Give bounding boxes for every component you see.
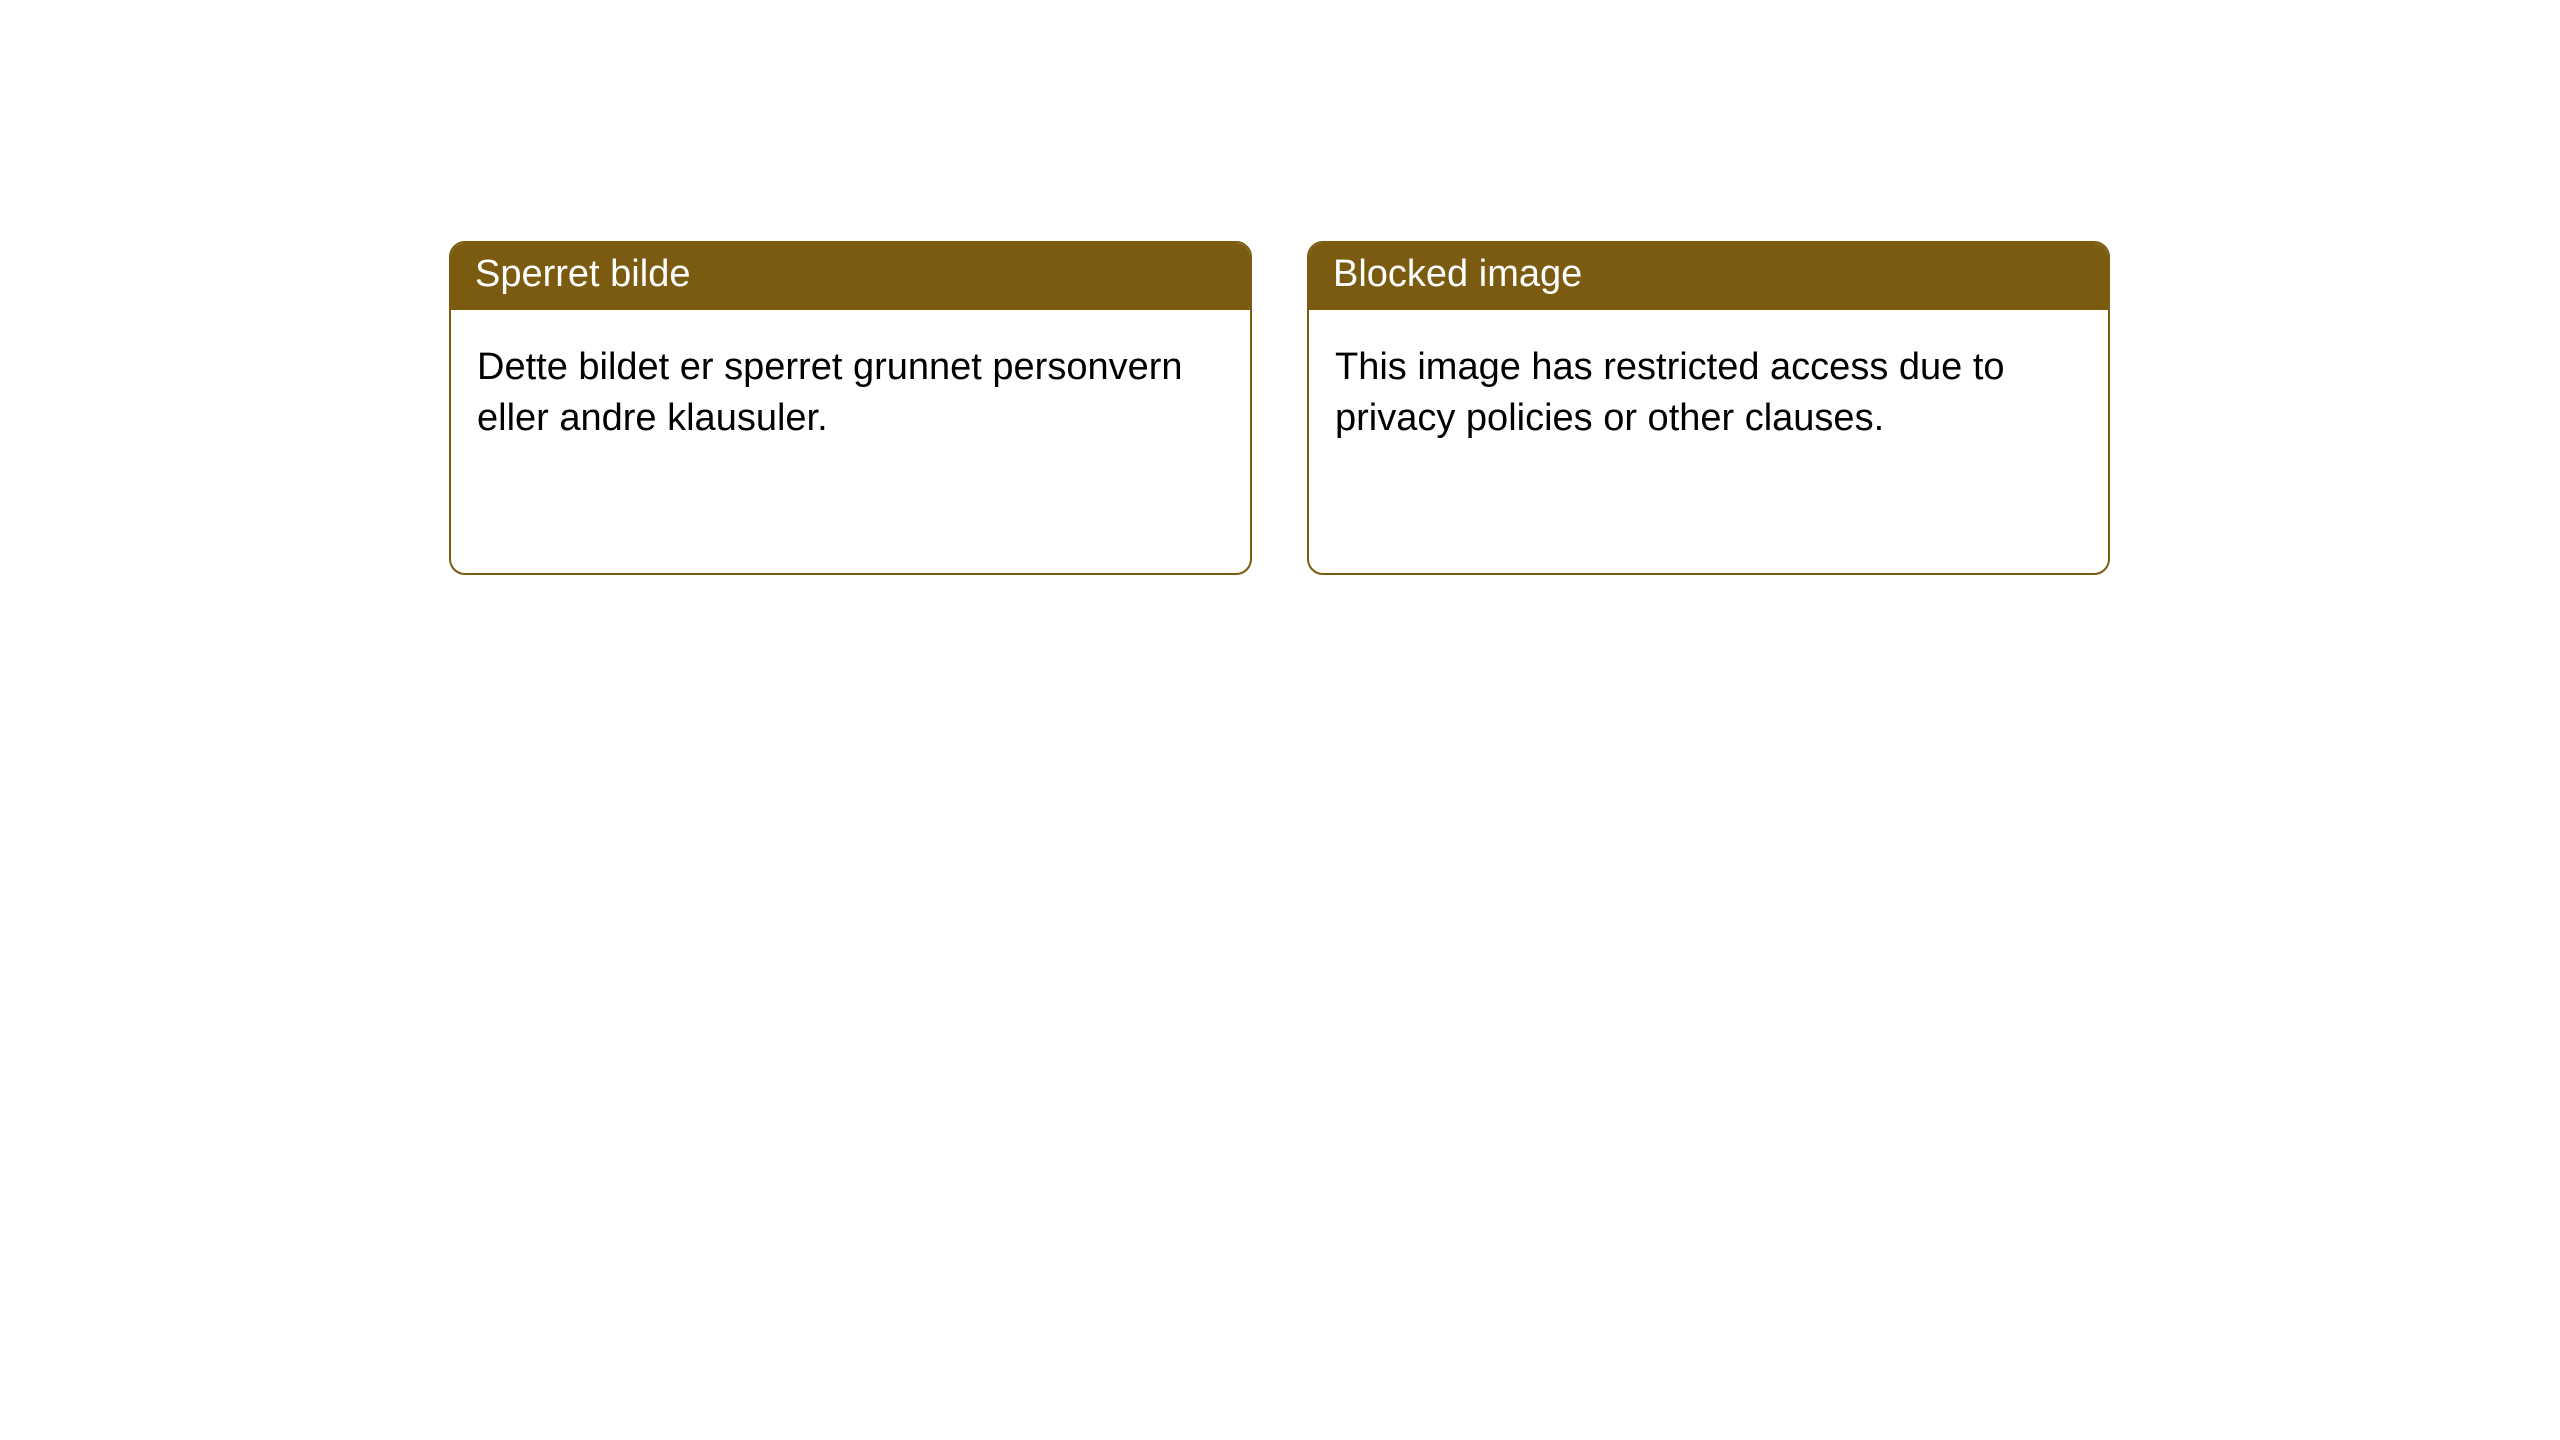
card-body-en: This image has restricted access due to … <box>1309 310 2108 477</box>
notice-cards-container: Sperret bilde Dette bildet er sperret gr… <box>449 241 2110 575</box>
card-title-no: Sperret bilde <box>451 243 1250 310</box>
card-body-no: Dette bildet er sperret grunnet personve… <box>451 310 1250 477</box>
card-title-en: Blocked image <box>1309 243 2108 310</box>
blocked-image-card-en: Blocked image This image has restricted … <box>1307 241 2110 575</box>
blocked-image-card-no: Sperret bilde Dette bildet er sperret gr… <box>449 241 1252 575</box>
